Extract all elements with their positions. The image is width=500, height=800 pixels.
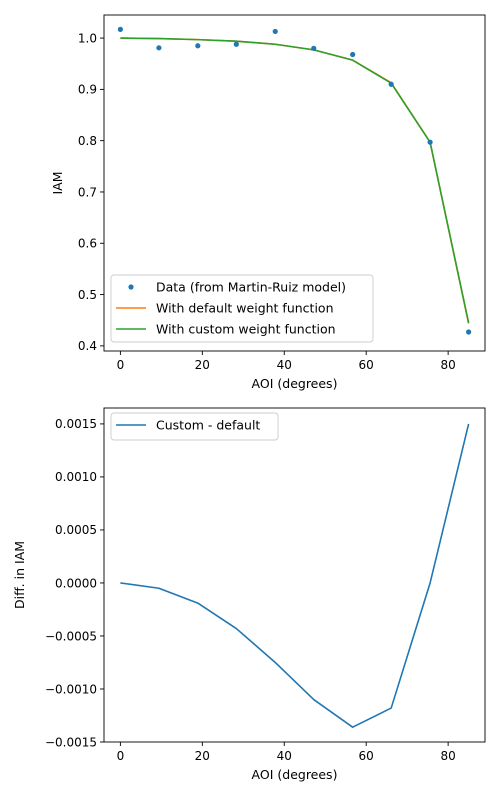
chart-1-y-tick-label-5: 0.0010 [55,470,97,484]
chart-0-y-tick-label-5: 0.9 [78,83,97,97]
chart-0-x-tick-label-4: 80 [440,358,455,372]
chart-0-legend-label-1: With default weight function [156,301,334,316]
chart-0-series-0-point-7 [388,81,394,87]
chart-0-y-tick-label-2: 0.6 [78,237,97,251]
chart-0-axes-frame [103,14,486,352]
chart-1-x-tick-label-1: 20 [195,749,210,763]
chart-0-series-0-point-1 [156,45,162,51]
chart-0-series-0-point-9 [466,329,472,335]
chart-1-y-tick-label-4: 0.0005 [55,523,97,537]
chart-0-y-tick-label-4: 0.8 [78,134,97,148]
chart-1-y-tick-label-1: −0.0010 [45,682,97,696]
chart-0-series-0-point-2 [195,43,201,49]
chart-0-x-tick-label-3: 60 [359,358,374,372]
iam-difference-chart: 0 20 40 60 80 −0.0015 −0.0010 −0.0005 0.0000 0.00… [12,407,486,782]
chart-1-y-axis-label: Diff. in IAM [12,541,27,609]
chart-1-x-axis-label: AOI (degrees) [252,767,338,782]
chart-1-series-0-line [120,423,470,728]
chart-1-y-tick-label-6: 0.0015 [55,417,97,431]
chart-0-series-2-line [120,37,470,323]
chart-1-legend-box [110,412,279,441]
chart-1-y-tick-label-2: −0.0005 [45,629,97,643]
chart-0-legend-marker-0 [128,284,134,290]
chart-1-legend-label-0: Custom - default [156,418,260,433]
chart-0-x-tick-label-0: 0 [117,358,125,372]
chart-1-x-tick-label-4: 80 [440,749,455,763]
chart-1-y-tick-label-3: 0.0000 [55,576,97,590]
chart-0-y-axis-label: IAM [50,171,65,194]
chart-0-series-0-point-5 [311,45,317,51]
chart-1-y-tick-label-0: −0.0015 [45,735,97,749]
chart-0-y-tick-label-1: 0.5 [78,288,97,302]
iam-chart: 0 20 40 60 80 0.4 0.5 0.6 0.7 0.8 0.9 1.0 AOI (degre… [50,14,486,391]
chart-0-series-0-point-8 [427,139,433,145]
chart-0-legend-label-2: With custom weight function [156,322,336,337]
chart-0-series-0-point-6 [350,51,356,58]
chart-1-x-tick-label-3: 60 [359,749,374,763]
chart-1-axes-frame [103,407,486,743]
chart-0-series-0-point-3 [233,41,239,47]
chart-0-x-tick-label-1: 20 [195,358,210,372]
chart-0-legend-box [110,274,374,343]
chart-0-series-0-point-4 [272,28,278,35]
chart-0-y-tick-label-3: 0.7 [78,185,97,199]
chart-0-x-axis-label: AOI (degrees) [252,376,338,391]
chart-1-x-tick-label-2: 40 [277,749,292,763]
chart-0-y-tick-label-0: 0.4 [78,339,97,353]
chart-0-x-tick-label-2: 40 [277,358,292,372]
chart-0-legend: Data (from Martin-Ruiz model) With defaul… [110,274,374,343]
chart-0-series-0-point-0 [117,26,123,32]
chart-1-x-tick-label-0: 0 [117,749,125,763]
chart-0-legend-label-0: Data (from Martin-Ruiz model) [156,280,346,295]
chart-1-legend: Custom - default [110,412,279,441]
chart-0-y-tick-label-6: 1.0 [78,31,97,45]
